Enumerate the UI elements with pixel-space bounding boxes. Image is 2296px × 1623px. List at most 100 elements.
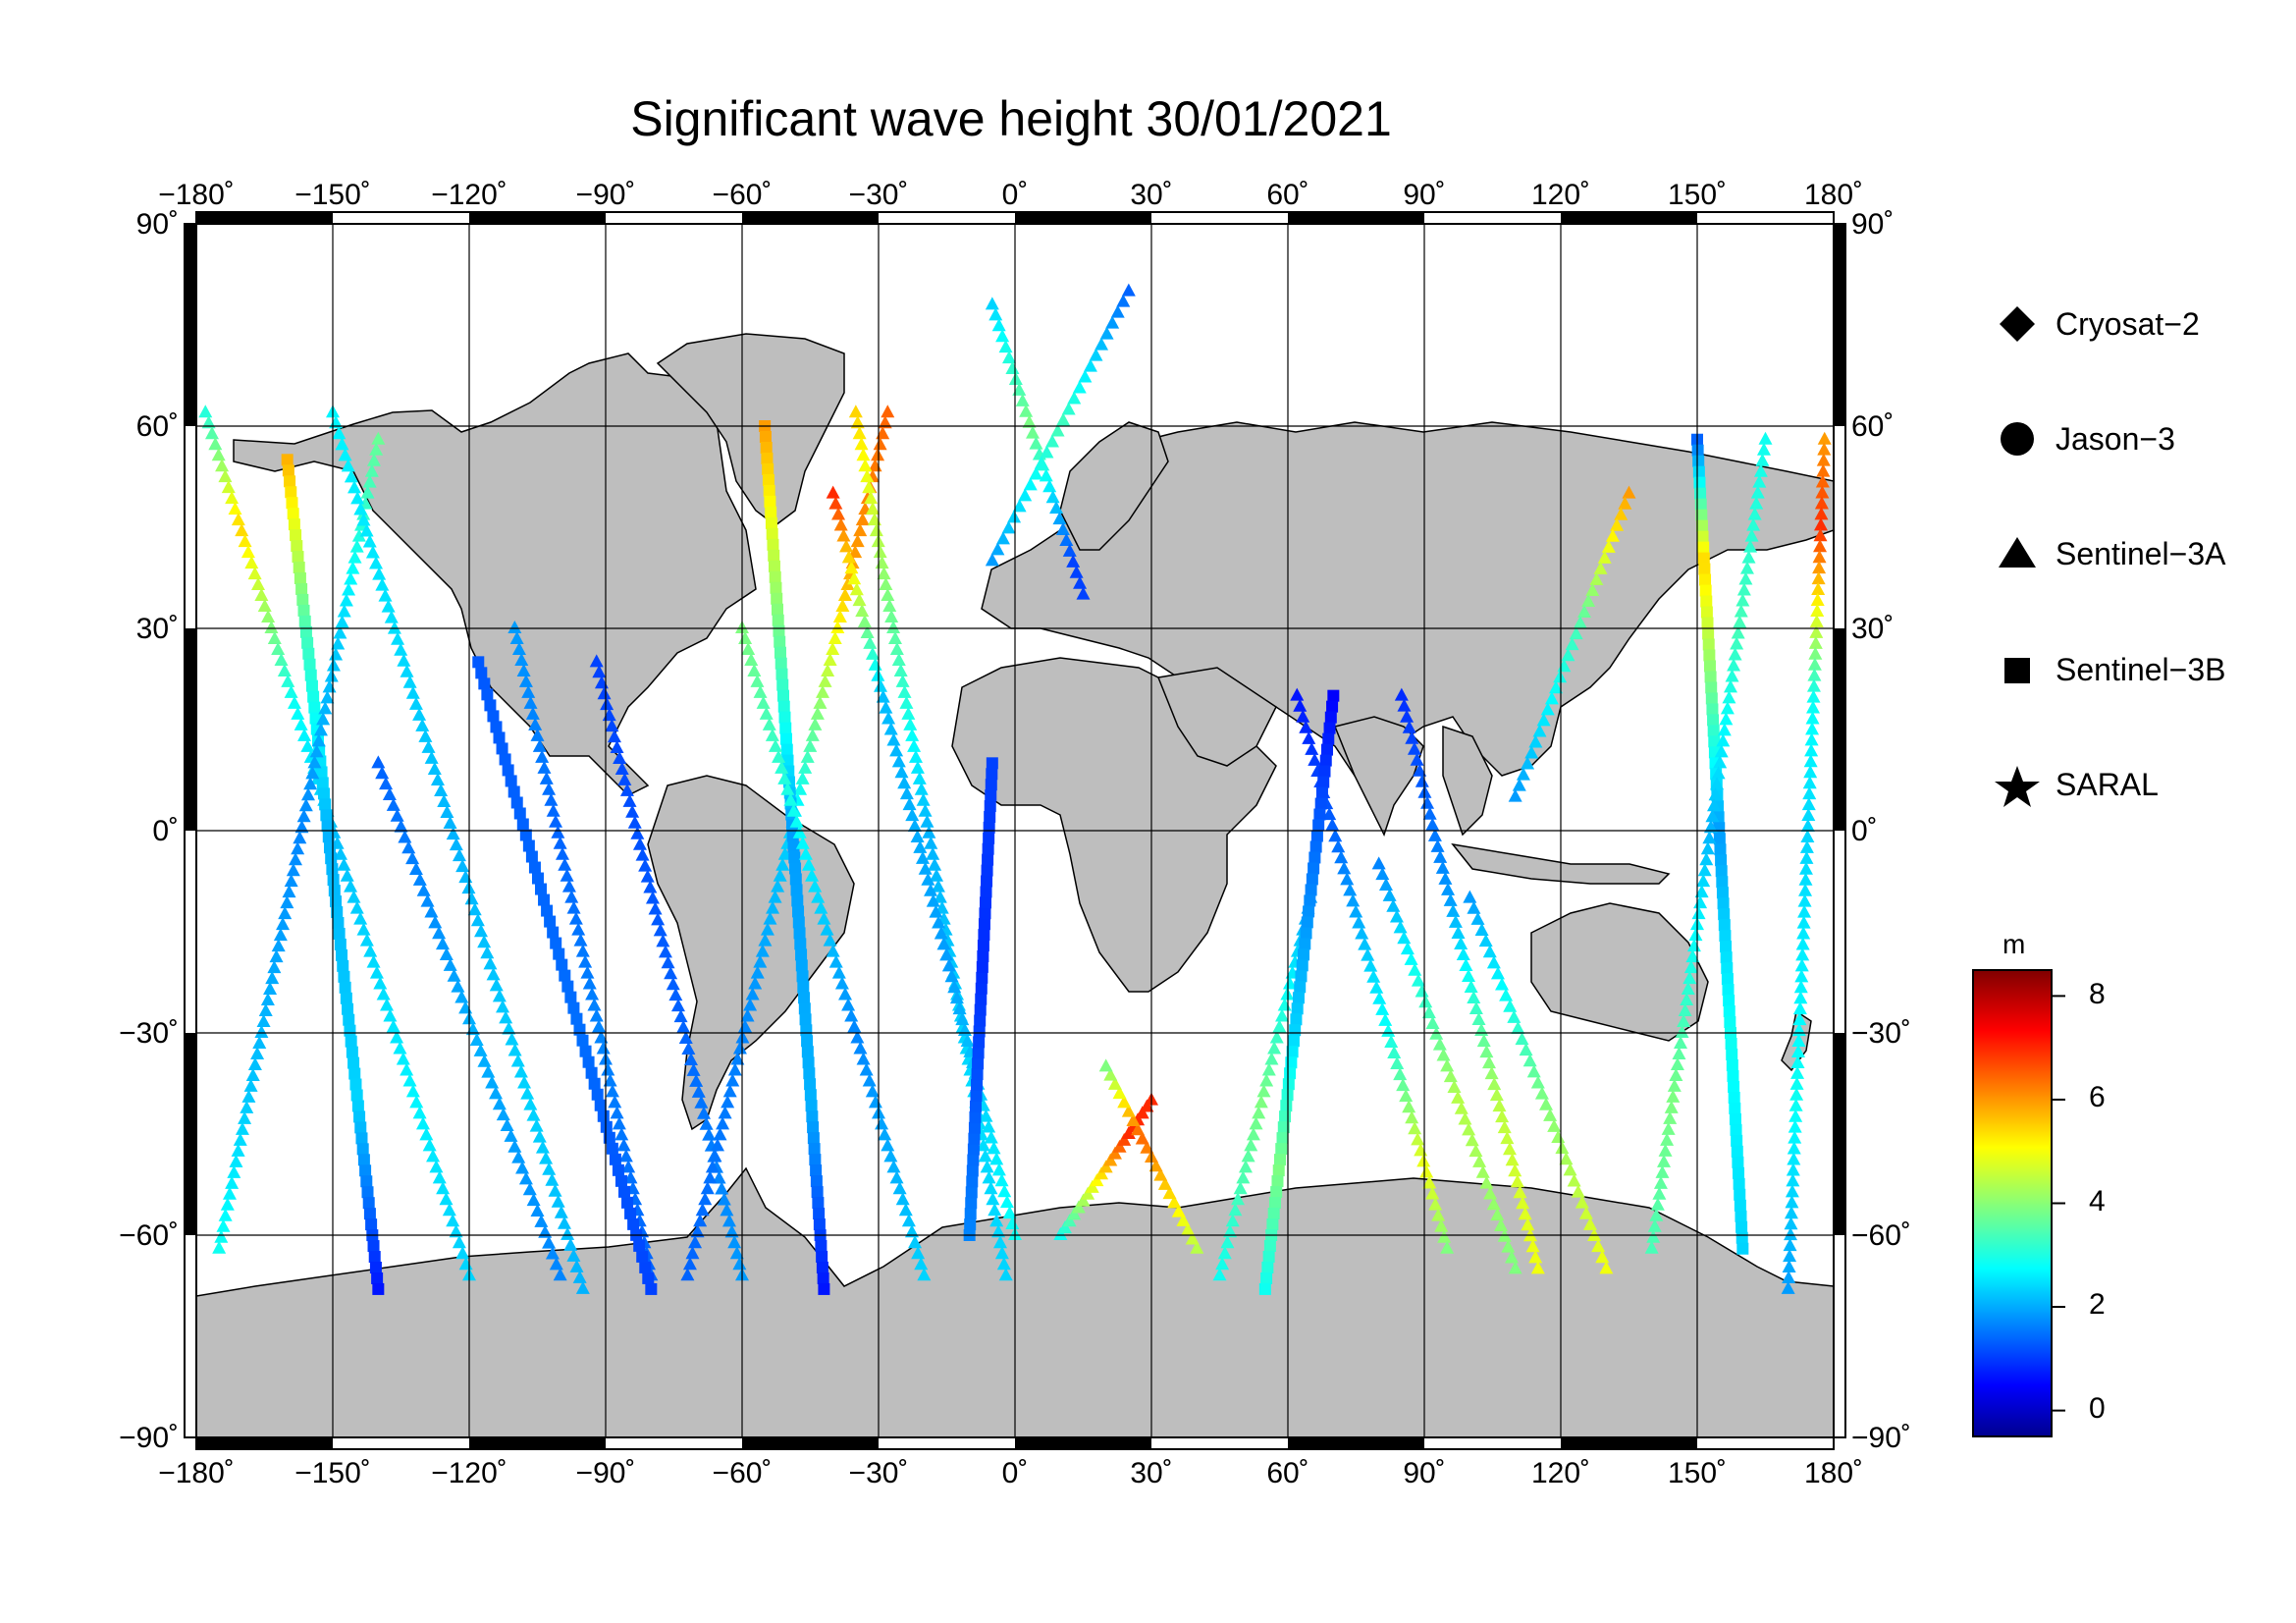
sentinel-3a-point: [452, 1235, 466, 1249]
sentinel-3a-point: [984, 1181, 998, 1195]
sentinel-3a-point: [612, 1116, 626, 1130]
sentinel-3a-point: [1669, 1067, 1683, 1081]
sentinel-3a-point: [850, 1030, 865, 1044]
sentinel-3b-point: [979, 896, 991, 909]
sentinel-3a-point: [1418, 995, 1433, 1008]
sentinel-3a-point: [1505, 1153, 1520, 1166]
diamond-icon: [2000, 306, 2035, 342]
sentinel-3a-point: [545, 1246, 560, 1260]
sentinel-3a-point: [1512, 778, 1526, 791]
sentinel-3b-point: [806, 1110, 819, 1123]
sentinel-3b-point: [478, 677, 491, 690]
sentinel-3a-point: [1076, 1193, 1091, 1207]
sentinel-3a-point: [244, 556, 259, 569]
sentinel-3a-point: [481, 1064, 496, 1078]
lon-tick-label: −90˚: [576, 179, 636, 211]
sentinel-3b-point: [1321, 743, 1334, 756]
sentinel-3a-point: [568, 911, 583, 925]
sentinel-3a-point: [1121, 283, 1136, 297]
sentinel-3a-point: [1215, 1257, 1230, 1271]
sentinel-3a-point: [1781, 1280, 1795, 1294]
sentinel-3b-point: [780, 743, 793, 756]
sentinel-3b-point: [321, 820, 334, 833]
sentinel-3a-point: [840, 577, 855, 591]
sentinel-3b-point: [317, 787, 330, 800]
sentinel-3a-point: [844, 1008, 859, 1022]
sentinel-3a-point: [798, 760, 813, 774]
sentinel-3a-point: [991, 1224, 1006, 1238]
sentinel-3a-point: [884, 610, 899, 623]
lon-tick-label: 120˚: [1531, 1457, 1590, 1489]
sentinel-3b-point: [981, 875, 993, 888]
sentinel-3a-point: [1040, 445, 1054, 459]
sentinel-3a-point: [371, 755, 386, 769]
sentinel-3a-point: [748, 976, 763, 990]
sentinel-3a-point: [1492, 1099, 1507, 1112]
chart-title: Significant wave height 30/01/2021: [630, 91, 1392, 146]
sentinel-3b-point: [971, 1068, 984, 1081]
sentinel-3a-point: [685, 1246, 700, 1260]
sentinel-3a-point: [1486, 1197, 1501, 1211]
sentinel-3b-point: [1289, 1024, 1302, 1037]
sentinel-3a-point: [668, 988, 683, 1001]
sentinel-3a-point: [1467, 991, 1481, 1004]
sentinel-3a-point: [353, 502, 368, 515]
sentinel-3b-point: [1267, 1208, 1280, 1220]
sentinel-3a-point: [511, 641, 526, 655]
sentinel-3a-point: [526, 1108, 541, 1121]
sentinel-3b-point: [1308, 862, 1320, 875]
sentinel-3a-point: [904, 1224, 919, 1238]
lon-tick-label: 0˚: [1002, 179, 1029, 211]
sentinel-3a-point: [828, 496, 843, 510]
sentinel-3a-point: [693, 1214, 708, 1227]
sentinel-3b-point: [1276, 1132, 1289, 1145]
lon-tick-label: −180˚: [158, 1457, 235, 1489]
sentinel-3b-point: [982, 842, 994, 855]
sentinel-3a-point: [901, 1214, 916, 1227]
sentinel-3b-point: [968, 1121, 981, 1134]
sentinel-3b-point: [1295, 970, 1308, 983]
sentinel-3b-point: [816, 1261, 828, 1273]
sentinel-3b-point: [594, 1099, 607, 1111]
sentinel-3a-point: [1788, 1119, 1802, 1133]
sentinel-3b-point: [781, 754, 794, 767]
sentinel-3a-point: [1501, 1239, 1516, 1253]
sentinel-3a-point: [245, 1067, 260, 1081]
sentinel-3a-point: [727, 1235, 742, 1249]
legend-label: Jason−3: [2056, 421, 2175, 457]
sentinel-3a-point: [1816, 453, 1831, 466]
sentinel-3a-point: [1419, 1164, 1434, 1178]
sentinel-3a-point: [905, 808, 920, 822]
sentinel-3b-point: [774, 657, 787, 670]
sentinel-3a-point: [1747, 507, 1762, 520]
sentinel-3a-point: [529, 1118, 544, 1132]
sentinel-3a-point: [520, 1086, 535, 1100]
sentinel-3a-point: [596, 1041, 611, 1055]
sentinel-3b-point: [1260, 1271, 1273, 1284]
sentinel-3a-point: [477, 935, 492, 948]
lon-tick-label: 180˚: [1804, 1457, 1863, 1489]
sentinel-3b-point: [367, 1240, 380, 1253]
sentinel-3b-point: [327, 874, 340, 887]
sentinel-3a-point: [535, 749, 550, 763]
sentinel-3a-point: [766, 900, 780, 914]
sentinel-3a-point: [886, 732, 901, 746]
sentinel-3a-point: [1171, 1204, 1186, 1217]
sentinel-3b-point: [803, 1067, 816, 1080]
sentinel-3a-point: [638, 858, 653, 872]
sentinel-3a-point: [1066, 554, 1081, 568]
sentinel-3a-point: [1716, 733, 1731, 747]
sentinel-3a-point: [231, 1143, 245, 1157]
sentinel-3b-point: [797, 981, 810, 994]
sentinel-3a-point: [505, 1032, 519, 1046]
sentinel-3a-point: [1784, 1206, 1798, 1219]
sentinel-3a-point: [1410, 752, 1424, 766]
sentinel-3a-point: [1652, 1186, 1667, 1200]
sentinel-3a-point: [1710, 777, 1725, 790]
sentinel-3b-point: [505, 775, 517, 787]
sentinel-3a-point: [1475, 1164, 1490, 1178]
sentinel-3a-point: [356, 513, 371, 526]
sentinel-3a-point: [1382, 888, 1397, 901]
sentinel-3a-point: [837, 588, 852, 602]
sentinel-3b-point: [1308, 851, 1321, 864]
